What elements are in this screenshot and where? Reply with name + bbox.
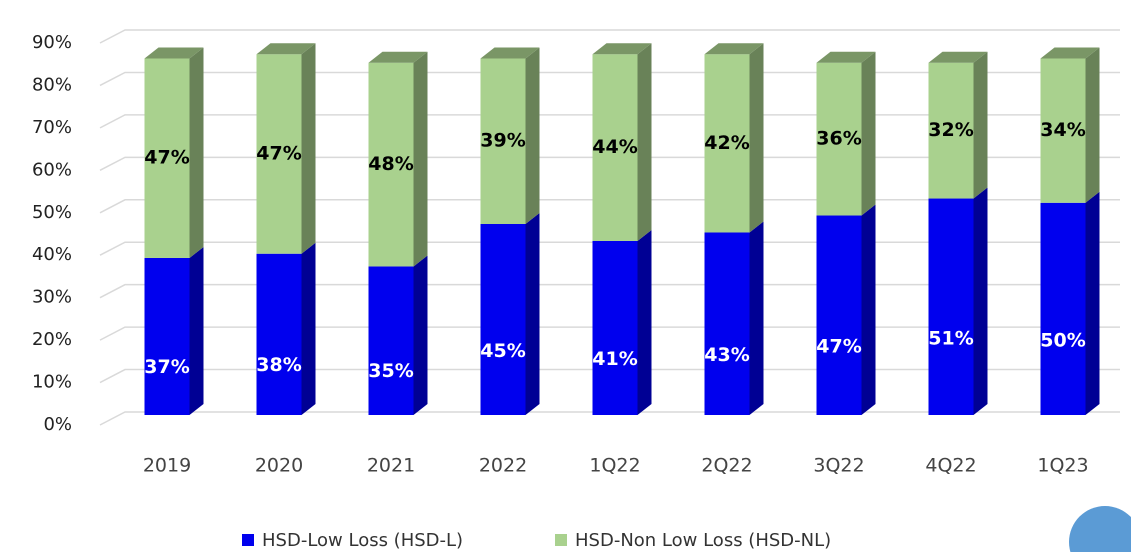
bar-top (592, 43, 652, 55)
bar-side (525, 47, 540, 224)
x-tick-label: 2Q22 (701, 455, 752, 477)
bar-side (637, 43, 652, 241)
value-label: 47% (144, 147, 189, 169)
bar-top (144, 47, 204, 59)
y-tick-label: 0% (43, 414, 72, 435)
bar (592, 240, 638, 415)
y-tick-label: 90% (32, 32, 72, 53)
bar-side (413, 51, 428, 267)
grid-line (99, 368, 1120, 384)
bar (144, 58, 190, 258)
bar (704, 232, 750, 415)
value-label: 42% (704, 132, 749, 154)
grid-line (99, 283, 1120, 299)
bar-side (413, 255, 428, 415)
bar-side (637, 229, 652, 415)
legend-swatch (242, 534, 254, 546)
grid-line (99, 156, 1120, 171)
grid-line (99, 326, 1120, 341)
bar-side (1085, 191, 1100, 415)
bar (816, 62, 862, 216)
bar (256, 253, 302, 415)
bar-top (368, 51, 428, 63)
legend-swatch (555, 534, 567, 546)
y-tick-label: 60% (32, 159, 72, 180)
value-label: 48% (368, 153, 413, 175)
bar-side (525, 213, 540, 415)
grid-line (99, 411, 1120, 426)
grid-line (99, 71, 1120, 87)
bar-side (189, 246, 204, 415)
bar (816, 215, 862, 415)
bar-top (1040, 47, 1100, 59)
y-tick-label: 50% (32, 202, 72, 223)
grid-line (99, 241, 1120, 256)
grid-line (99, 29, 1120, 44)
value-label: 39% (480, 130, 525, 152)
value-label: 45% (480, 340, 525, 362)
bar (704, 54, 750, 233)
x-tick-label: 1Q22 (589, 455, 640, 477)
value-label: 41% (592, 348, 637, 370)
value-label: 43% (704, 344, 749, 366)
y-tick-label: 80% (32, 74, 72, 95)
bar-side (749, 43, 764, 233)
x-tick-label: 4Q22 (925, 455, 976, 477)
bar-top (704, 43, 764, 55)
bar (480, 58, 526, 224)
bar-side (189, 47, 204, 258)
legend-label: HSD-Low Loss (HSD-L) (262, 530, 463, 551)
bar-side (861, 204, 876, 415)
value-label: 38% (256, 354, 301, 376)
x-tick-label: 2021 (367, 455, 415, 477)
bar (1040, 202, 1086, 415)
bar (144, 257, 190, 415)
x-tick-label: 1Q23 (1037, 455, 1088, 477)
value-label: 36% (816, 128, 861, 150)
value-label: 51% (928, 328, 973, 350)
y-tick-label: 40% (32, 244, 72, 265)
bar (928, 62, 974, 199)
bar-top (816, 51, 876, 63)
bar (1040, 58, 1086, 203)
value-label: 34% (1040, 119, 1085, 141)
grid-line (99, 199, 1120, 214)
bar (480, 224, 526, 415)
bar-top (928, 51, 988, 63)
bar-side (301, 43, 316, 254)
x-tick-label: 2019 (143, 455, 191, 477)
value-label: 32% (928, 119, 973, 141)
x-tick-label: 2020 (255, 455, 303, 477)
bar-side (973, 51, 988, 199)
bar-side (301, 242, 316, 415)
bar (368, 62, 414, 267)
bar (256, 54, 302, 254)
legend-label: HSD-Non Low Loss (HSD-NL) (575, 530, 831, 551)
x-tick-label: 3Q22 (813, 455, 864, 477)
y-tick-label: 10% (32, 372, 72, 393)
y-tick-label: 20% (32, 329, 72, 350)
bar-side (749, 221, 764, 415)
grid-line (99, 114, 1120, 129)
bar-side (1085, 47, 1100, 203)
value-label: 35% (368, 360, 413, 382)
bar-side (973, 187, 988, 415)
bar-side (861, 51, 876, 216)
bar (368, 266, 414, 415)
value-label: 37% (144, 356, 189, 378)
value-label: 44% (592, 136, 637, 158)
bar (592, 54, 638, 241)
value-label: 47% (816, 336, 861, 358)
value-label: 50% (1040, 330, 1085, 352)
bar-top (256, 43, 316, 55)
x-tick-label: 2022 (479, 455, 527, 477)
y-tick-label: 70% (32, 117, 72, 138)
bar (928, 198, 974, 415)
decor-circle (1069, 506, 1131, 552)
y-tick-label: 30% (32, 287, 72, 308)
bar-top (480, 47, 540, 59)
value-label: 47% (256, 142, 301, 164)
